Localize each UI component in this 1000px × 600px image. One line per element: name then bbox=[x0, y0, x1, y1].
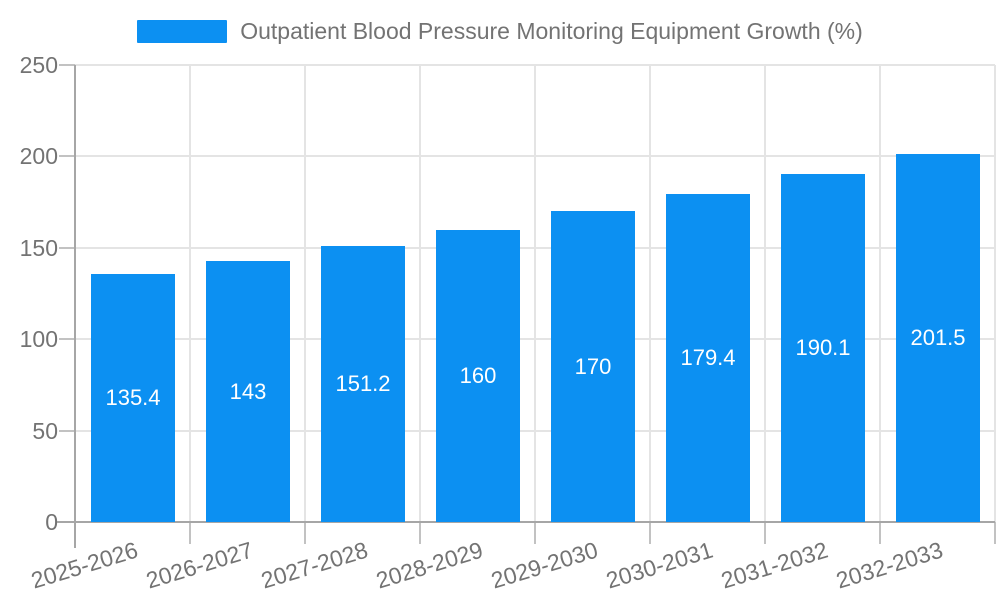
legend-swatch[interactable] bbox=[137, 19, 228, 43]
x-tick-mark bbox=[419, 522, 421, 544]
y-axis-tick-label: 0 bbox=[45, 509, 58, 535]
x-tick-mark bbox=[304, 522, 306, 544]
bar-value-label: 143 bbox=[229, 379, 267, 404]
bar-value-label: 135.4 bbox=[105, 385, 161, 410]
y-axis-tick-label: 100 bbox=[19, 326, 58, 352]
y-tick-mark bbox=[59, 155, 75, 157]
bar bbox=[666, 194, 750, 522]
x-axis-line bbox=[57, 521, 995, 523]
bar bbox=[896, 154, 980, 522]
x-tick-mark bbox=[994, 522, 996, 544]
y-axis-tick-label: 50 bbox=[32, 418, 58, 444]
gridline-vertical bbox=[764, 65, 766, 522]
bar-value-label: 170 bbox=[574, 354, 612, 379]
y-axis-tick-label: 200 bbox=[19, 143, 58, 169]
y-axis-tick-label: 150 bbox=[19, 235, 58, 261]
bar bbox=[321, 246, 405, 522]
gridline-vertical bbox=[994, 65, 996, 522]
legend: Outpatient Blood Pressure Monitoring Equ… bbox=[0, 19, 1000, 43]
bar-value-label: 160 bbox=[459, 363, 497, 388]
x-tick-mark bbox=[534, 522, 536, 544]
bar-value-label: 179.4 bbox=[680, 345, 736, 370]
gridline-vertical bbox=[649, 65, 651, 522]
y-axis-line bbox=[74, 65, 76, 548]
y-tick-mark bbox=[59, 247, 75, 249]
bar-value-label: 190.1 bbox=[795, 335, 851, 360]
x-tick-mark bbox=[649, 522, 651, 544]
gridline-vertical bbox=[879, 65, 881, 522]
gridline-vertical bbox=[534, 65, 536, 522]
gridline-vertical bbox=[304, 65, 306, 522]
bar bbox=[206, 261, 290, 522]
gridline-vertical bbox=[419, 65, 421, 522]
bar bbox=[551, 211, 635, 522]
y-tick-mark bbox=[59, 430, 75, 432]
bar-value-label: 151.2 bbox=[335, 371, 391, 396]
bar bbox=[91, 274, 175, 522]
y-axis-tick-label: 250 bbox=[19, 52, 58, 78]
y-tick-mark bbox=[59, 64, 75, 66]
gridline-vertical bbox=[189, 65, 191, 522]
chart-title[interactable]: Outpatient Blood Pressure Monitoring Equ… bbox=[240, 18, 863, 44]
bar-value-label: 201.5 bbox=[910, 325, 966, 350]
x-tick-mark bbox=[764, 522, 766, 544]
bar bbox=[781, 174, 865, 522]
bar bbox=[436, 230, 520, 522]
y-tick-mark bbox=[59, 338, 75, 340]
x-tick-mark bbox=[189, 522, 191, 544]
x-tick-mark bbox=[879, 522, 881, 544]
